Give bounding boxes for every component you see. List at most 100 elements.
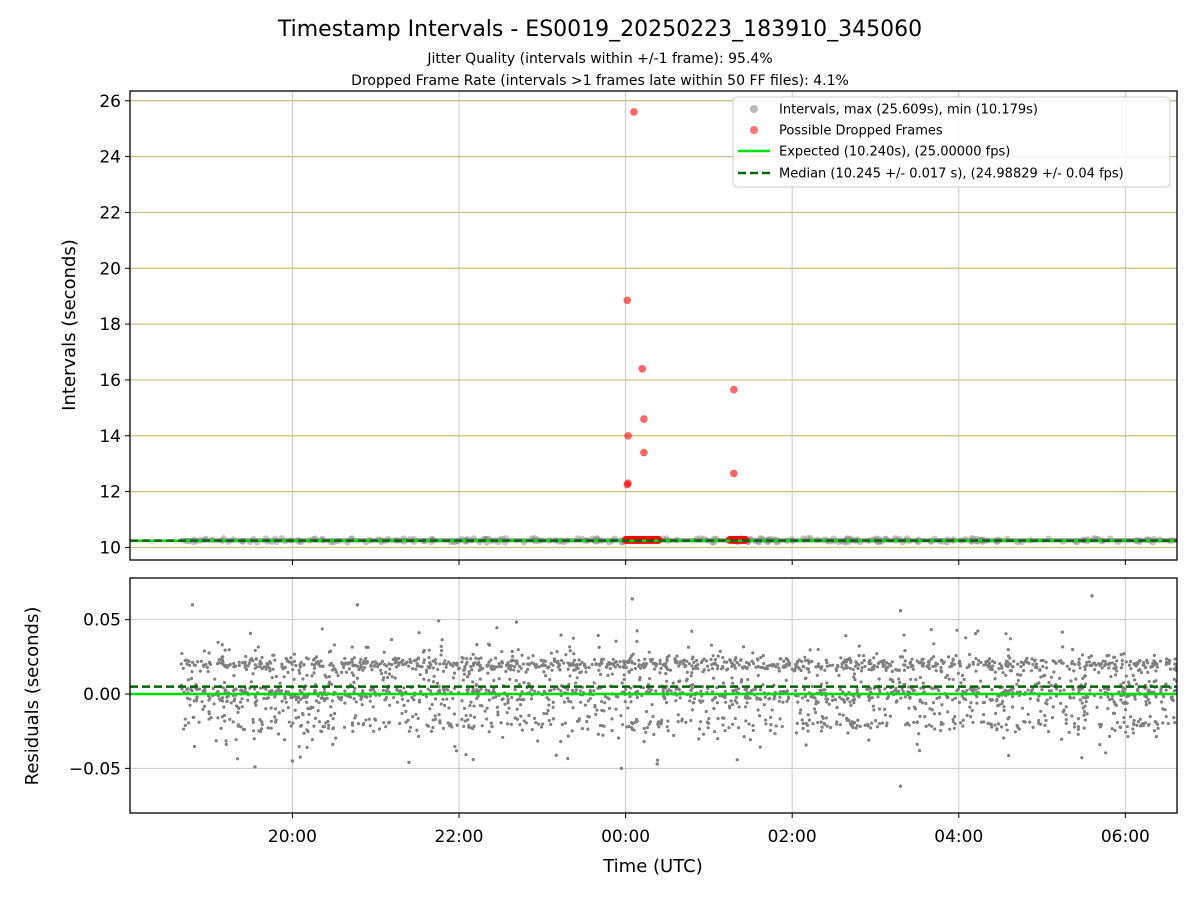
residual-point	[1013, 730, 1018, 734]
residual-point	[410, 695, 414, 700]
residual-point	[243, 663, 247, 667]
residual-point	[434, 661, 438, 666]
residual-point	[1072, 696, 1076, 700]
residual-point	[950, 663, 954, 667]
residual-point	[1125, 725, 1129, 729]
residual-point	[411, 714, 415, 719]
residual-point	[948, 665, 952, 669]
residual-point	[624, 665, 629, 670]
residual-point	[302, 663, 306, 667]
residual-point	[220, 643, 224, 647]
residual-point	[234, 704, 239, 708]
residual-point	[467, 672, 471, 676]
residual-point	[575, 676, 579, 680]
residual-point	[787, 663, 792, 667]
residual-point	[574, 688, 578, 692]
residual-point	[415, 728, 419, 732]
residual-point	[414, 712, 418, 716]
residual-point	[368, 699, 372, 703]
residual-point	[872, 667, 876, 671]
residual-point	[872, 708, 876, 712]
residual-point	[1121, 681, 1126, 685]
residual-point	[551, 717, 556, 721]
residual-point	[751, 651, 755, 655]
residual-point	[197, 720, 201, 724]
residual-point	[412, 698, 416, 702]
residual-point	[721, 716, 725, 720]
residual-point	[1034, 662, 1039, 666]
residual-point	[769, 723, 773, 727]
residual-point	[988, 697, 992, 701]
residual-outlier-point	[190, 603, 195, 607]
residual-point	[292, 659, 297, 663]
residual-point	[1113, 728, 1117, 732]
residual-point	[810, 684, 815, 689]
residual-point	[721, 655, 725, 660]
residual-point	[952, 726, 956, 730]
residual-point	[806, 658, 810, 662]
residual-point	[255, 699, 259, 703]
residual-point	[437, 712, 441, 717]
residual-point	[574, 681, 578, 685]
residual-point	[857, 663, 861, 667]
residual-point	[751, 661, 756, 666]
residual-point	[830, 698, 835, 702]
residual-point	[590, 662, 594, 667]
residual-point	[526, 656, 531, 660]
residual-point	[1173, 720, 1177, 725]
residual-point	[867, 659, 871, 664]
residual-point	[975, 695, 979, 699]
residual-point	[737, 705, 741, 709]
dropped-frame-point	[638, 364, 647, 373]
residual-point	[618, 660, 622, 664]
residual-point	[584, 670, 588, 674]
residual-point	[683, 664, 687, 669]
residual-point	[707, 717, 711, 721]
residual-point	[894, 686, 898, 690]
residual-point	[875, 652, 879, 656]
residual-point	[327, 682, 331, 686]
residual-point	[351, 729, 355, 733]
residual-point	[577, 718, 581, 722]
residual-point	[915, 742, 919, 747]
residual-point	[419, 690, 423, 694]
residual-outlier-point	[407, 760, 411, 765]
dropped-frame-point	[624, 431, 632, 440]
residual-point	[1152, 659, 1156, 663]
residual-point	[566, 696, 570, 700]
residual-point	[520, 690, 524, 694]
residual-point	[757, 714, 762, 718]
residual-point	[1002, 708, 1006, 713]
residual-point	[431, 659, 435, 663]
residual-point	[1005, 728, 1009, 732]
residual-point	[979, 660, 983, 665]
residual-point	[908, 661, 912, 666]
residual-point	[587, 715, 591, 719]
residual-point	[306, 657, 310, 661]
residual-point	[1081, 676, 1085, 681]
residual-point	[876, 695, 880, 699]
residual-point	[463, 667, 467, 671]
residual-point	[1001, 671, 1005, 675]
residual-point	[240, 705, 244, 709]
residual-point	[835, 720, 839, 724]
residual-point	[322, 687, 327, 691]
residual-point	[875, 665, 880, 669]
residual-point	[628, 695, 632, 699]
residual-point	[400, 660, 404, 664]
residual-point	[686, 645, 691, 649]
residual-point	[1093, 667, 1097, 672]
residual-point	[505, 711, 509, 715]
residual-point	[192, 715, 196, 719]
residual-point	[269, 719, 273, 723]
residual-point	[1135, 723, 1139, 727]
residual-point	[855, 688, 859, 692]
residual-point	[1112, 711, 1117, 715]
residual-point	[597, 662, 601, 666]
residual-point	[406, 699, 410, 703]
residual-point	[1033, 658, 1037, 662]
residual-point	[186, 721, 191, 725]
residual-point	[197, 687, 202, 691]
residual-point	[700, 694, 704, 698]
residual-point	[297, 700, 301, 704]
